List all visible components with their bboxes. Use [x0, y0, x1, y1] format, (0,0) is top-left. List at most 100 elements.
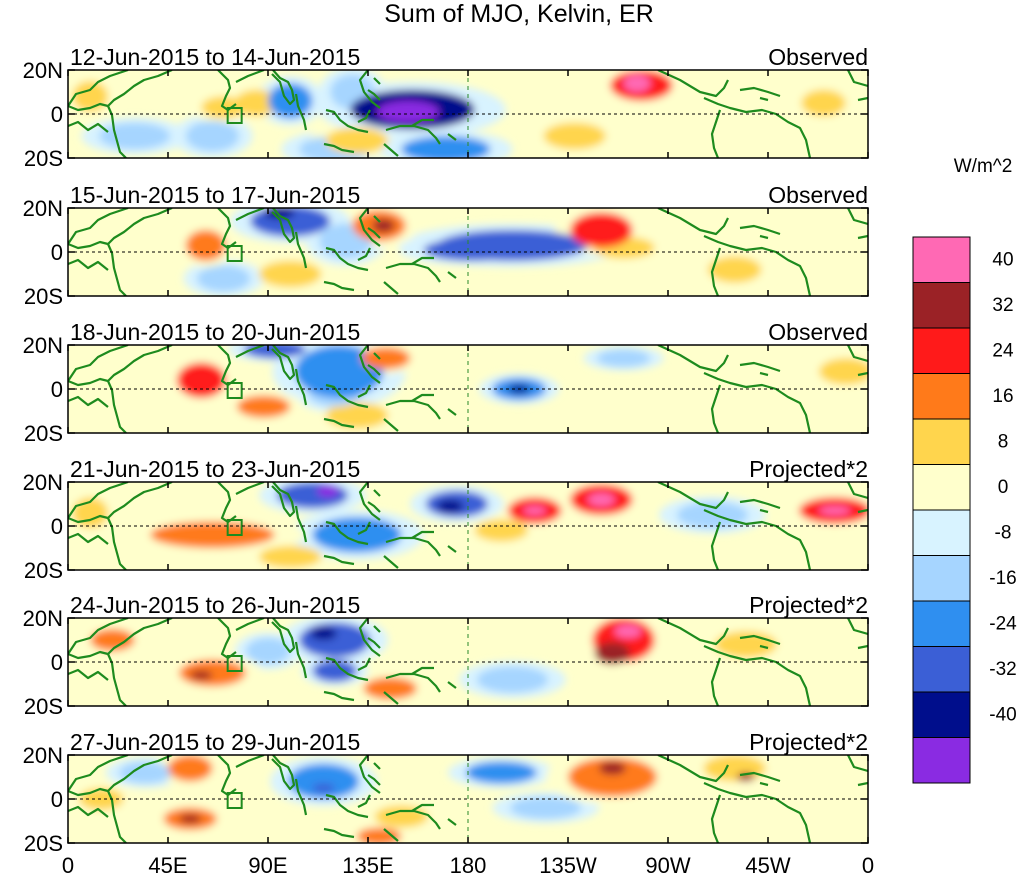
anomaly-blob — [185, 230, 226, 261]
anomaly-blob — [259, 545, 322, 568]
panel-date-range: 24-Jun-2015 to 26-Jun-2015 — [70, 592, 360, 618]
index-region-box — [226, 245, 243, 262]
colorbar-swatch — [912, 236, 971, 283]
map-panel: 21-Jun-2015 to 23-Jun-2015 Projected*2 20N… — [23, 456, 869, 583]
anomaly-blob — [523, 506, 546, 515]
anomaly-blob — [245, 637, 291, 665]
anomaly-blob — [179, 814, 202, 824]
anomaly-blob — [510, 796, 582, 819]
colorbar-swatch — [912, 373, 971, 420]
anomaly-field — [79, 618, 793, 704]
anomaly-blob — [288, 763, 360, 799]
anomaly-blob — [119, 761, 173, 784]
anomaly-blob — [436, 499, 464, 513]
colorbar-swatch — [912, 418, 971, 465]
lat-label: 0 — [51, 514, 63, 539]
anomaly-blob — [476, 666, 548, 693]
panel-status: Observed — [768, 182, 868, 208]
anomaly-blob — [90, 629, 135, 651]
anomaly-blob — [703, 755, 766, 782]
map-area — [68, 345, 868, 433]
anomaly-blob — [599, 761, 626, 775]
anomaly-blob — [623, 74, 651, 92]
map-area — [68, 482, 868, 570]
anomaly-blob — [423, 238, 522, 261]
colorbar-tick-label: -40 — [989, 705, 1016, 726]
anomaly-blob — [588, 493, 615, 507]
colorbar-tick-label: 40 — [992, 250, 1013, 271]
anomaly-blob — [185, 120, 240, 152]
figure-title: Sum of MJO, Kelvin, ER — [384, 0, 654, 28]
panel-date-range: 15-Jun-2015 to 17-Jun-2015 — [70, 182, 360, 208]
anomaly-blob — [570, 212, 633, 248]
index-region-box — [226, 107, 243, 124]
colorbar-tick-label: 24 — [992, 341, 1014, 362]
colorbar-swatch — [912, 327, 971, 374]
colorbar-swatch — [912, 691, 971, 738]
colorbar-swatch — [912, 282, 971, 329]
lat-label: 20N — [23, 333, 63, 358]
anomaly-blob — [676, 501, 748, 529]
anomaly-field — [68, 482, 868, 570]
colorbar-swatch — [912, 737, 971, 784]
panel-date-range: 12-Jun-2015 to 14-Jun-2015 — [70, 44, 360, 70]
anomaly-blob — [596, 349, 651, 367]
index-region-box — [226, 382, 243, 399]
lon-label: 180 — [450, 853, 487, 878]
index-region-box — [226, 655, 243, 672]
lat-label: 20N — [23, 196, 63, 221]
colorbar-unit: W/m^2 — [954, 156, 1013, 177]
map-panel: 12-Jun-2015 to 14-Jun-2015 Observed 20N 0 20… — [23, 44, 869, 171]
panel-status: Projected*2 — [749, 592, 868, 618]
anomaly-blob — [312, 659, 357, 682]
anomaly-blob — [376, 100, 440, 123]
lon-label: 0 — [862, 853, 874, 878]
anomaly-blob — [316, 484, 340, 498]
lat-label: 20S — [24, 284, 63, 309]
anomaly-blob — [196, 265, 251, 292]
lon-label: 90W — [645, 853, 690, 878]
map-area — [68, 208, 868, 296]
anomaly-field — [175, 208, 775, 296]
lat-label: 20S — [24, 146, 63, 171]
colorbar-tick-label: 0 — [998, 477, 1009, 498]
anomaly-blob — [312, 517, 402, 553]
lat-label: 20N — [23, 743, 63, 768]
colorbar-swatch — [912, 600, 971, 647]
anomaly-blob — [594, 642, 631, 665]
colorbar-swatch — [912, 555, 971, 602]
panel-date-range: 21-Jun-2015 to 23-Jun-2015 — [70, 456, 360, 482]
anomaly-blob — [234, 89, 280, 117]
anomaly-blob — [819, 506, 851, 515]
lon-label: 135E — [342, 853, 393, 878]
lat-label: 0 — [51, 377, 63, 402]
map-panel: 27-Jun-2015 to 29-Jun-2015 Projected*2 20N… — [23, 729, 869, 856]
lat-label: 20S — [24, 831, 63, 856]
anomaly-blob — [361, 347, 411, 370]
panel-status: Projected*2 — [749, 456, 868, 482]
anomaly-blob — [310, 626, 337, 640]
map-area — [68, 70, 868, 158]
lat-label: 20S — [24, 558, 63, 583]
map-area — [68, 755, 868, 843]
panel-date-range: 27-Jun-2015 to 29-Jun-2015 — [70, 729, 360, 755]
panel-status: Observed — [768, 319, 868, 345]
anomaly-blob — [168, 755, 213, 782]
colorbar-swatch — [912, 646, 971, 693]
colorbar-tick-label: 8 — [998, 432, 1009, 453]
colorbar: W/m^2 40 32 24 16 8 0 -8 -16 -24 -32 -40 — [912, 156, 1017, 784]
colorbar-tick-label: -32 — [989, 659, 1016, 680]
anomaly-blob — [568, 757, 657, 797]
map-panel: 18-Jun-2015 to 20-Jun-2015 Observed 20N 0 20… — [23, 319, 869, 446]
lon-label: 45W — [745, 853, 790, 878]
anomaly-blob — [179, 659, 246, 687]
anomaly-blob — [312, 783, 335, 793]
lat-label: 0 — [51, 102, 63, 127]
anomaly-blob — [236, 395, 291, 418]
lat-label: 0 — [51, 650, 63, 675]
lon-label: 45E — [148, 853, 187, 878]
anomaly-blob — [614, 624, 642, 638]
colorbar-tick-label: 16 — [992, 386, 1013, 407]
anomaly-blob — [325, 402, 388, 429]
